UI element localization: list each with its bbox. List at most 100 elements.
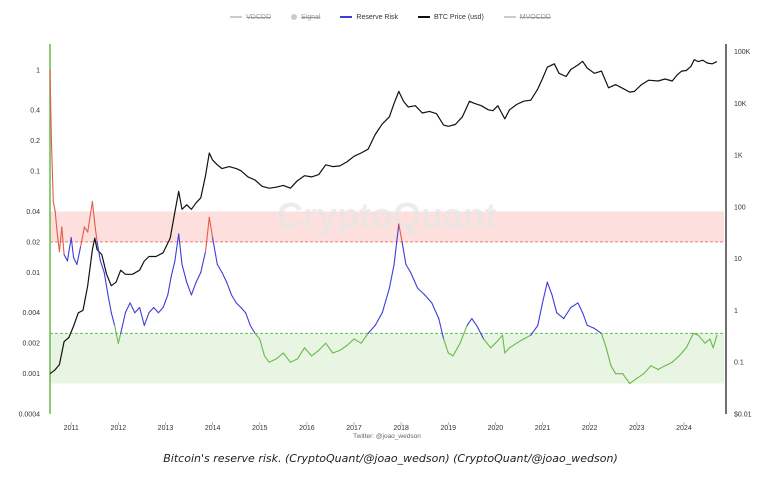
reserve-risk-segment — [226, 281, 233, 296]
reserve-risk-segment — [483, 338, 492, 349]
reserve-risk-segment — [240, 306, 247, 314]
reserve-risk-segment — [438, 318, 445, 340]
reserve-risk-segment — [139, 306, 145, 326]
reserve-risk-segment — [296, 347, 306, 360]
reserve-risk-segment — [494, 334, 504, 344]
reserve-risk-segment — [424, 294, 433, 304]
reserve-risk-segment — [157, 306, 164, 314]
reserve-risk-segment — [195, 271, 202, 283]
legend-swatch-btc-price — [417, 16, 430, 19]
y-right-tick-label: 10 — [734, 256, 742, 263]
reserve-risk-segment — [586, 324, 595, 329]
reserve-risk-segment — [61, 226, 65, 256]
chart-credit: Twitter: @joao_wedson — [353, 433, 421, 440]
y-left-tick-label: 0.2 — [30, 138, 40, 145]
legend-item-mvocdd[interactable]: MVOCDD — [503, 14, 551, 21]
legend-label-mvocdd: MVOCDD — [519, 14, 551, 21]
reserve-risk-segment — [401, 241, 407, 265]
x-tick-label: 2016 — [299, 425, 315, 432]
reserve-risk-segment — [367, 324, 376, 334]
reserve-risk-segment — [563, 306, 572, 320]
reserve-risk-segment — [178, 233, 183, 265]
y-left-tick-label: 0.04 — [26, 209, 40, 216]
reserve-risk-segment — [490, 342, 496, 349]
reserve-risk-segment — [50, 140, 54, 203]
reserve-risk-segment — [311, 349, 320, 357]
reserve-risk-segment — [70, 237, 75, 259]
reserve-risk-segment — [153, 306, 159, 314]
reserve-risk-segment — [577, 302, 584, 314]
reserve-risk-segment — [593, 327, 603, 334]
y-right-tick-label: $0.01 — [734, 412, 752, 419]
reserve-risk-segment — [508, 342, 518, 349]
reserve-risk-segment — [56, 231, 60, 253]
legend-item-vdcdd[interactable]: VDCDD — [230, 14, 271, 21]
reserve-risk-segment — [346, 338, 355, 347]
y-right-tick-label: 1K — [734, 153, 743, 160]
reserve-risk-segment — [80, 226, 85, 248]
reserve-risk-segment — [431, 302, 440, 320]
legend-label-btc-price: BTC Price (usd) — [433, 14, 484, 21]
reserve-risk-segment — [289, 358, 298, 363]
reserve-risk-segment — [530, 324, 539, 336]
reserve-risk-chart: VDCDD Signal Reserve Risk BTC Price (usd… — [19, 14, 752, 440]
reserve-risk-segment — [629, 377, 638, 385]
reserve-risk-segment — [96, 241, 101, 262]
reserve-risk-segment — [605, 347, 612, 367]
reserve-risk-segment — [657, 365, 666, 371]
reserve-risk-segment — [551, 294, 558, 314]
reserve-risk-segment — [174, 233, 180, 262]
x-tick-label: 2024 — [676, 425, 692, 432]
reserve-risk-segment — [353, 338, 362, 344]
reserve-risk-segment — [254, 332, 261, 340]
reserve-risk-segment — [275, 352, 284, 360]
x-tick-label: 2022 — [582, 425, 598, 432]
legend-item-btc-price[interactable]: BTC Price (usd) — [417, 14, 484, 21]
reserve-risk-segment — [230, 294, 237, 304]
reserve-risk-segment — [235, 302, 242, 309]
reserve-risk-segment — [129, 302, 136, 314]
reserve-risk-segment — [83, 226, 89, 233]
reserve-risk-segment — [466, 318, 473, 326]
btc-price-line — [49, 59, 718, 375]
reserve-risk-segment — [650, 365, 659, 371]
reserve-risk-segment — [447, 352, 454, 357]
x-tick-label: 2023 — [629, 425, 645, 432]
reserve-risk-segment — [148, 306, 155, 314]
x-tick-label: 2021 — [535, 425, 551, 432]
y-right-tick-label: 0.1 — [734, 360, 744, 367]
x-tick-label: 2013 — [158, 425, 174, 432]
legend-item-signal[interactable]: Signal — [290, 14, 321, 21]
reserve-risk-segment — [263, 355, 270, 363]
reserve-risk-segment — [107, 294, 112, 314]
reserve-risk-segment — [110, 312, 116, 326]
reserve-risk-segment — [516, 338, 525, 344]
reserve-risk-segment — [332, 349, 341, 354]
reserve-risk-segment — [52, 201, 56, 212]
y-right-tick-label: 1 — [734, 308, 738, 315]
legend-label-signal: Signal — [300, 14, 321, 21]
reserve-risk-segment — [73, 257, 78, 265]
reserve-risk-segment — [200, 251, 207, 273]
x-tick-label: 2017 — [346, 425, 362, 432]
reserve-risk-segment — [143, 312, 150, 326]
y-left-tick-label: 0.002 — [22, 341, 40, 348]
reserve-risk-segment — [190, 281, 197, 296]
reserve-risk-segment — [134, 306, 141, 314]
y-left-tick-label: 0.0004 — [19, 412, 41, 419]
legend-item-reserve-risk[interactable]: Reserve Risk — [340, 14, 398, 21]
reserve-risk-segment — [712, 334, 718, 349]
reserve-risk-segment — [282, 352, 291, 363]
reserve-risk-segment — [452, 342, 461, 357]
reserve-risk-segment — [208, 216, 214, 239]
y-left-tick-label: 0.4 — [30, 108, 40, 115]
figure-caption: Bitcoin's reserve risk. (CryptoQuant/@jo… — [163, 452, 618, 465]
reserve-risk-segment — [388, 263, 395, 289]
x-tick-label: 2012 — [111, 425, 127, 432]
reserve-risk-segment — [570, 302, 579, 309]
reserve-risk-segment — [405, 263, 412, 273]
reserve-risk-segment — [381, 287, 390, 314]
reserve-risk-segment — [204, 216, 210, 253]
chart-svg: CryptoQuant 1 0.4 0.2 0.1 0.04 0.02 0.01 0.004 0.… — [19, 44, 752, 440]
y-left-tick-label: 0.004 — [22, 310, 40, 317]
